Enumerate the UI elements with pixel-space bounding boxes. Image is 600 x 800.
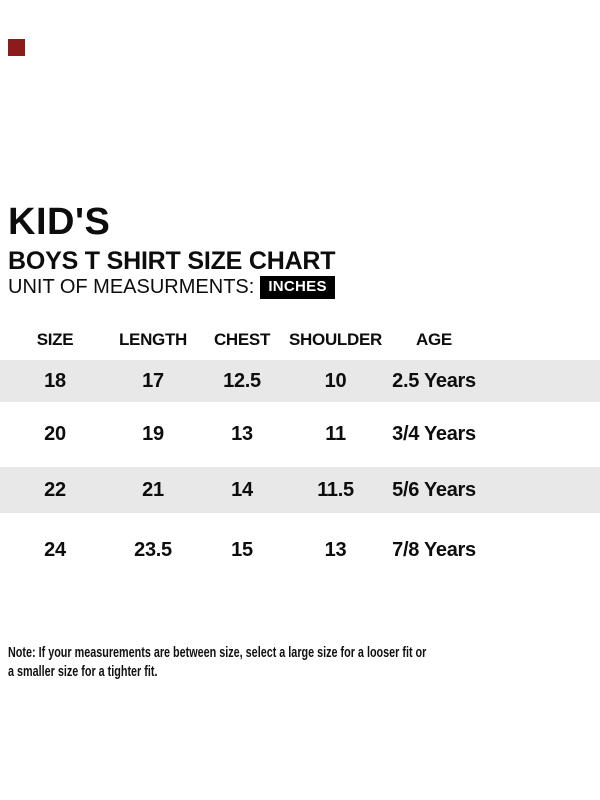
table-cell-age: 5/6 Years <box>392 478 476 501</box>
table-row: 24 23.5 15 13 7/8 Years <box>0 513 600 587</box>
page-title: KID'S <box>8 201 111 243</box>
page-subtitle: BOYS T SHIRT SIZE CHART <box>8 247 336 275</box>
table-cell-chest: 13 <box>231 423 253 445</box>
column-header-shoulder: SHOULDER <box>289 330 382 349</box>
table-cell-length: 21 <box>142 478 164 501</box>
column-header-age: AGE <box>416 330 452 349</box>
table-header-row: SIZE LENGTH CHEST SHOULDER AGE <box>0 320 600 360</box>
table-cell-size: 20 <box>44 423 66 445</box>
table-cell-age: 3/4 Years <box>392 423 476 445</box>
table-cell-shoulder: 13 <box>324 538 347 561</box>
unit-of-measurement-row: UNIT OF MEASURMENTS: INCHES <box>8 275 335 299</box>
table-cell-chest: 12.5 <box>223 369 261 392</box>
brand-color-square <box>8 39 25 56</box>
table-cell-chest: 14 <box>231 478 253 501</box>
table-cell-size: 18 <box>44 369 66 392</box>
fit-note-line-2: a smaller size for a tighter fit. <box>8 663 158 680</box>
table-cell-length: 17 <box>142 369 164 392</box>
column-header-size: SIZE <box>36 330 74 349</box>
table-cell-age: 7/8 Years <box>392 538 476 561</box>
table-cell-length: 19 <box>142 423 164 445</box>
table-row: 18 17 12.5 10 2.5 Years <box>0 360 600 402</box>
table-cell-shoulder: 11.5 <box>317 478 354 501</box>
unit-value-badge: INCHES <box>260 275 335 299</box>
fit-note-line-1: Note: If your measurements are between s… <box>8 644 427 661</box>
table-row: 20 19 13 11 3/4 Years <box>0 402 600 467</box>
table-cell-shoulder: 11 <box>325 423 346 445</box>
table-cell-shoulder: 10 <box>324 369 347 392</box>
column-header-chest: CHEST <box>213 330 271 349</box>
column-header-length: LENGTH <box>118 330 188 349</box>
fit-note: Note: If your measurements are between s… <box>8 643 589 681</box>
table-cell-size: 22 <box>44 478 66 501</box>
unit-label: UNIT OF MEASURMENTS: <box>8 276 255 298</box>
table-row: 22 21 14 11.5 5/6 Years <box>0 467 600 513</box>
size-table: SIZE LENGTH CHEST SHOULDER AGE 18 17 12.… <box>0 320 600 587</box>
table-cell-chest: 15 <box>231 538 253 561</box>
table-cell-size: 24 <box>44 538 66 561</box>
table-cell-length: 23.5 <box>134 538 172 561</box>
table-cell-age: 2.5 Years <box>392 369 476 392</box>
